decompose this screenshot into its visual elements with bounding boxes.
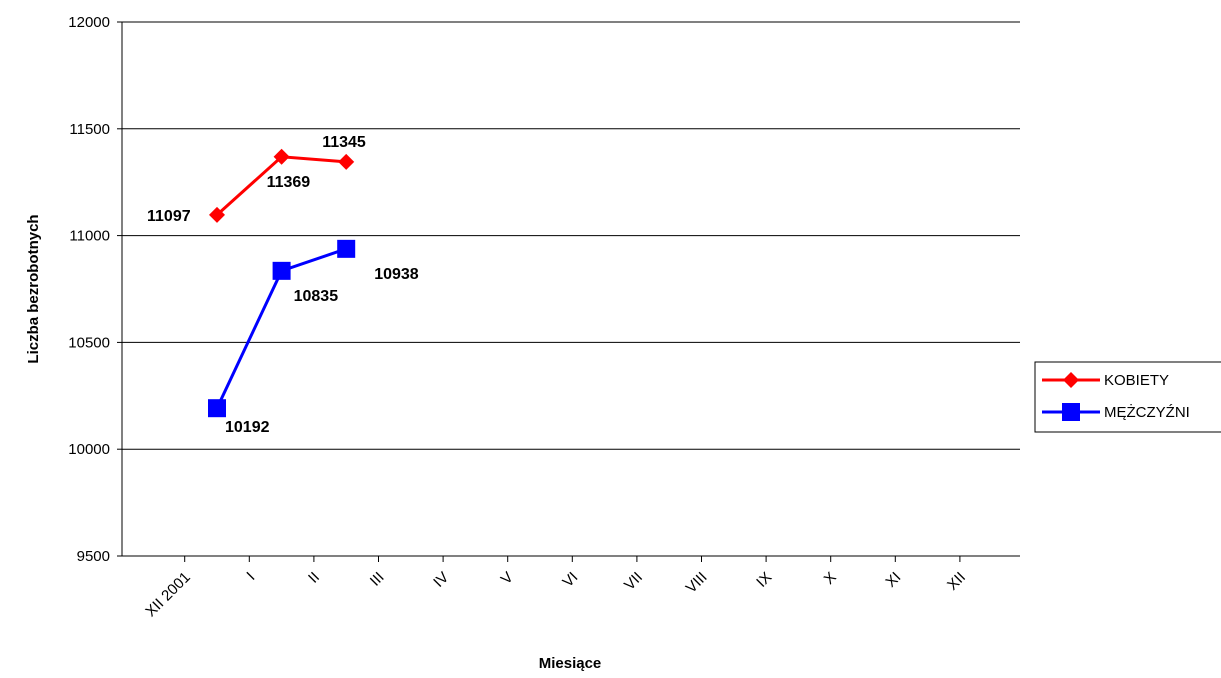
y-tick-label: 12000: [68, 14, 110, 31]
point: [272, 261, 291, 280]
x-tick-label: XII: [944, 569, 969, 594]
x-tick-label: II: [305, 569, 323, 587]
legend-label: KOBIETY: [1104, 372, 1169, 389]
y-tick-label: 10000: [68, 441, 110, 458]
x-axis-title: Miesiące: [539, 655, 602, 672]
data-label: 10192: [225, 419, 270, 436]
x-tick-label: VII: [621, 569, 646, 594]
point: [337, 239, 356, 258]
data-label: 10938: [374, 266, 419, 283]
point: [338, 153, 355, 170]
data-label: 11345: [322, 134, 366, 151]
x-tick-label: VIII: [683, 569, 711, 597]
x-tick-label: VI: [559, 569, 581, 591]
y-axis-title: Liczba bezrobotnych: [25, 214, 42, 363]
y-tick-label: 11000: [69, 228, 110, 245]
x-tick-label: XI: [882, 569, 904, 591]
point: [1063, 372, 1079, 388]
y-tick-label: 11500: [69, 121, 110, 138]
legend-label: MĘŻCZYŹNI: [1104, 403, 1190, 421]
x-tick-label: XII 2001: [142, 569, 194, 621]
point: [273, 148, 290, 165]
x-tick-label: I: [243, 569, 258, 584]
x-tick-label: X: [821, 569, 840, 588]
x-tick-label: IV: [430, 569, 452, 591]
data-label: 10835: [294, 288, 339, 305]
point: [1062, 403, 1080, 421]
x-tick-label: IX: [753, 569, 775, 591]
x-tick-label: III: [367, 569, 388, 590]
x-tick-label: V: [498, 569, 517, 588]
point: [209, 206, 225, 223]
data-label: 11369: [267, 174, 311, 191]
point: [208, 399, 226, 418]
y-tick-label: 9500: [77, 548, 110, 565]
y-tick-label: 10500: [68, 334, 110, 351]
data-label: 11097: [147, 208, 191, 225]
